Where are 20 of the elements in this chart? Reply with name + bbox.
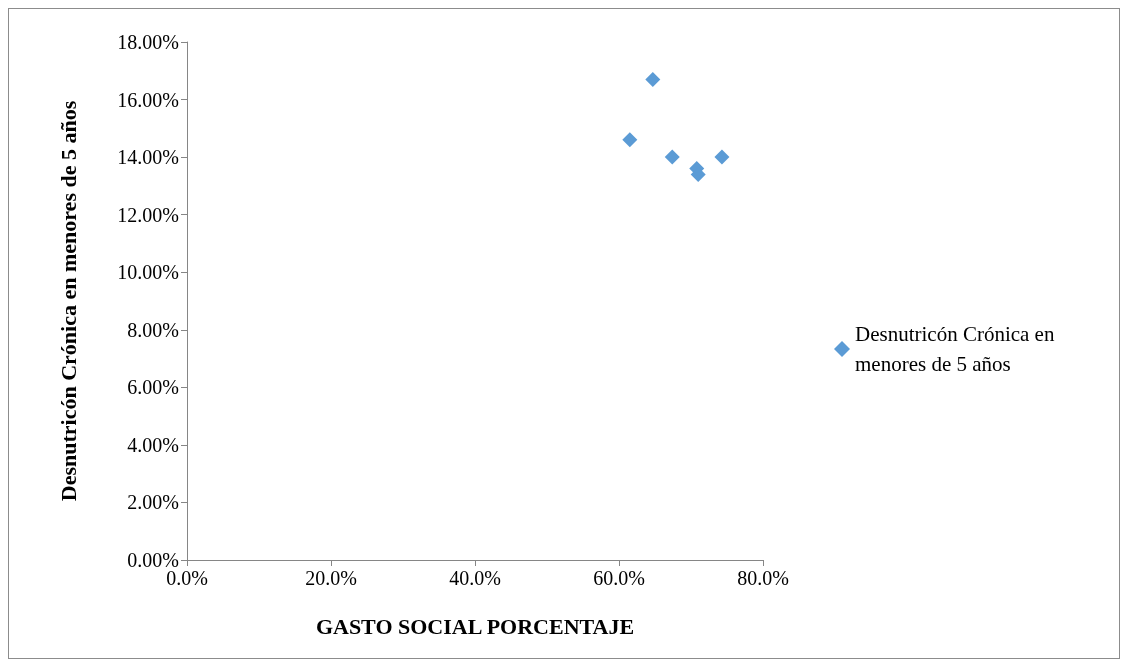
legend-label: Desnutricón Crónica en menores de 5 años [855,322,1060,376]
y-tick-label: 4.00% [127,433,179,456]
y-tick-label: 6.00% [127,376,179,399]
x-tick-label: 20.0% [305,567,357,589]
y-tick-label: 16.00% [117,88,179,111]
point [714,149,730,165]
x-axis-title: GASTO SOCIAL PORCENTAJE [315,613,635,639]
point [664,149,680,165]
x-tick-label: 40.0% [449,567,501,589]
x-tick-label: 80.0% [737,567,789,589]
point [645,71,661,87]
y-axis-title: Desnutricón Crónica en menores de 5 años [55,100,81,502]
y-tick-label: 18.00% [117,31,179,53]
y-tick-label: 12.00% [117,203,179,226]
y-tick-label: 2.00% [127,491,179,514]
y-tick-label: 14.00% [117,146,179,169]
x-tick-label: 60.0% [593,567,645,589]
y-tick-label: 10.00% [117,261,179,284]
y-tick-label: 8.00% [127,318,179,341]
point [622,132,638,148]
